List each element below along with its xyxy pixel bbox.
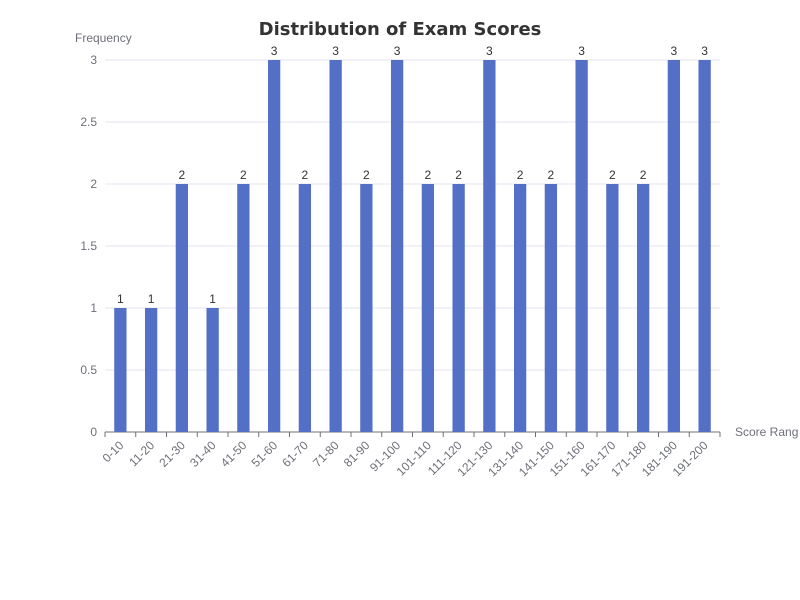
bar [544, 184, 558, 432]
y-tick-label: 1 [90, 301, 97, 315]
bar [452, 184, 465, 432]
data-label: 2 [548, 168, 555, 182]
bar [667, 60, 681, 432]
data-label: 2 [363, 168, 370, 182]
data-label: 2 [609, 168, 616, 182]
bar [483, 60, 496, 432]
data-label: 2 [302, 168, 309, 182]
x-tick-label: 0-10 [100, 438, 127, 465]
bar [360, 184, 373, 432]
x-axis-label: Score Rang [735, 425, 799, 439]
y-tick-label: 2 [90, 177, 97, 191]
y-tick-label: 3 [90, 53, 97, 67]
y-tick-label: 1.5 [80, 239, 97, 253]
x-tick-label: 21-30 [156, 438, 188, 470]
x-tick-label: 61-70 [279, 438, 311, 470]
bar [206, 308, 219, 432]
bar [144, 308, 158, 432]
y-axis-label: Frequency [75, 31, 132, 45]
data-label: 1 [117, 292, 124, 306]
bar [267, 60, 281, 432]
bar [636, 184, 650, 432]
x-tick-label: 11-20 [126, 438, 157, 469]
bar [698, 60, 711, 432]
x-tick-label: 51-60 [249, 438, 281, 470]
data-label: 1 [209, 292, 216, 306]
bar [513, 184, 527, 432]
y-tick-label: 2.5 [80, 115, 97, 129]
data-label: 3 [271, 44, 278, 58]
data-label: 3 [578, 44, 585, 58]
bar [606, 184, 619, 432]
bar [390, 60, 404, 432]
bar [421, 184, 435, 432]
bar [114, 308, 127, 432]
bar [329, 60, 342, 432]
data-label: 1 [148, 292, 155, 306]
chart-title: Distribution of Exam Scores [258, 19, 542, 40]
data-label: 2 [240, 168, 247, 182]
x-tick-label: 71-80 [310, 438, 342, 470]
data-label: 3 [486, 44, 493, 58]
x-tick-label: 41-50 [218, 438, 250, 470]
bar [237, 184, 250, 432]
bar [575, 60, 588, 432]
data-label: 3 [671, 44, 678, 58]
data-label: 2 [640, 168, 647, 182]
y-tick-label: 0 [90, 425, 97, 439]
bar [298, 184, 312, 432]
data-label: 3 [394, 44, 401, 58]
data-label: 3 [701, 44, 708, 58]
data-label: 2 [179, 168, 186, 182]
data-label: 3 [332, 44, 339, 58]
data-label: 2 [425, 168, 432, 182]
bar [175, 184, 189, 432]
x-tick-label: 31-40 [187, 438, 219, 470]
y-tick-label: 0.5 [80, 363, 97, 377]
data-label: 2 [517, 168, 524, 182]
data-label: 2 [455, 168, 462, 182]
